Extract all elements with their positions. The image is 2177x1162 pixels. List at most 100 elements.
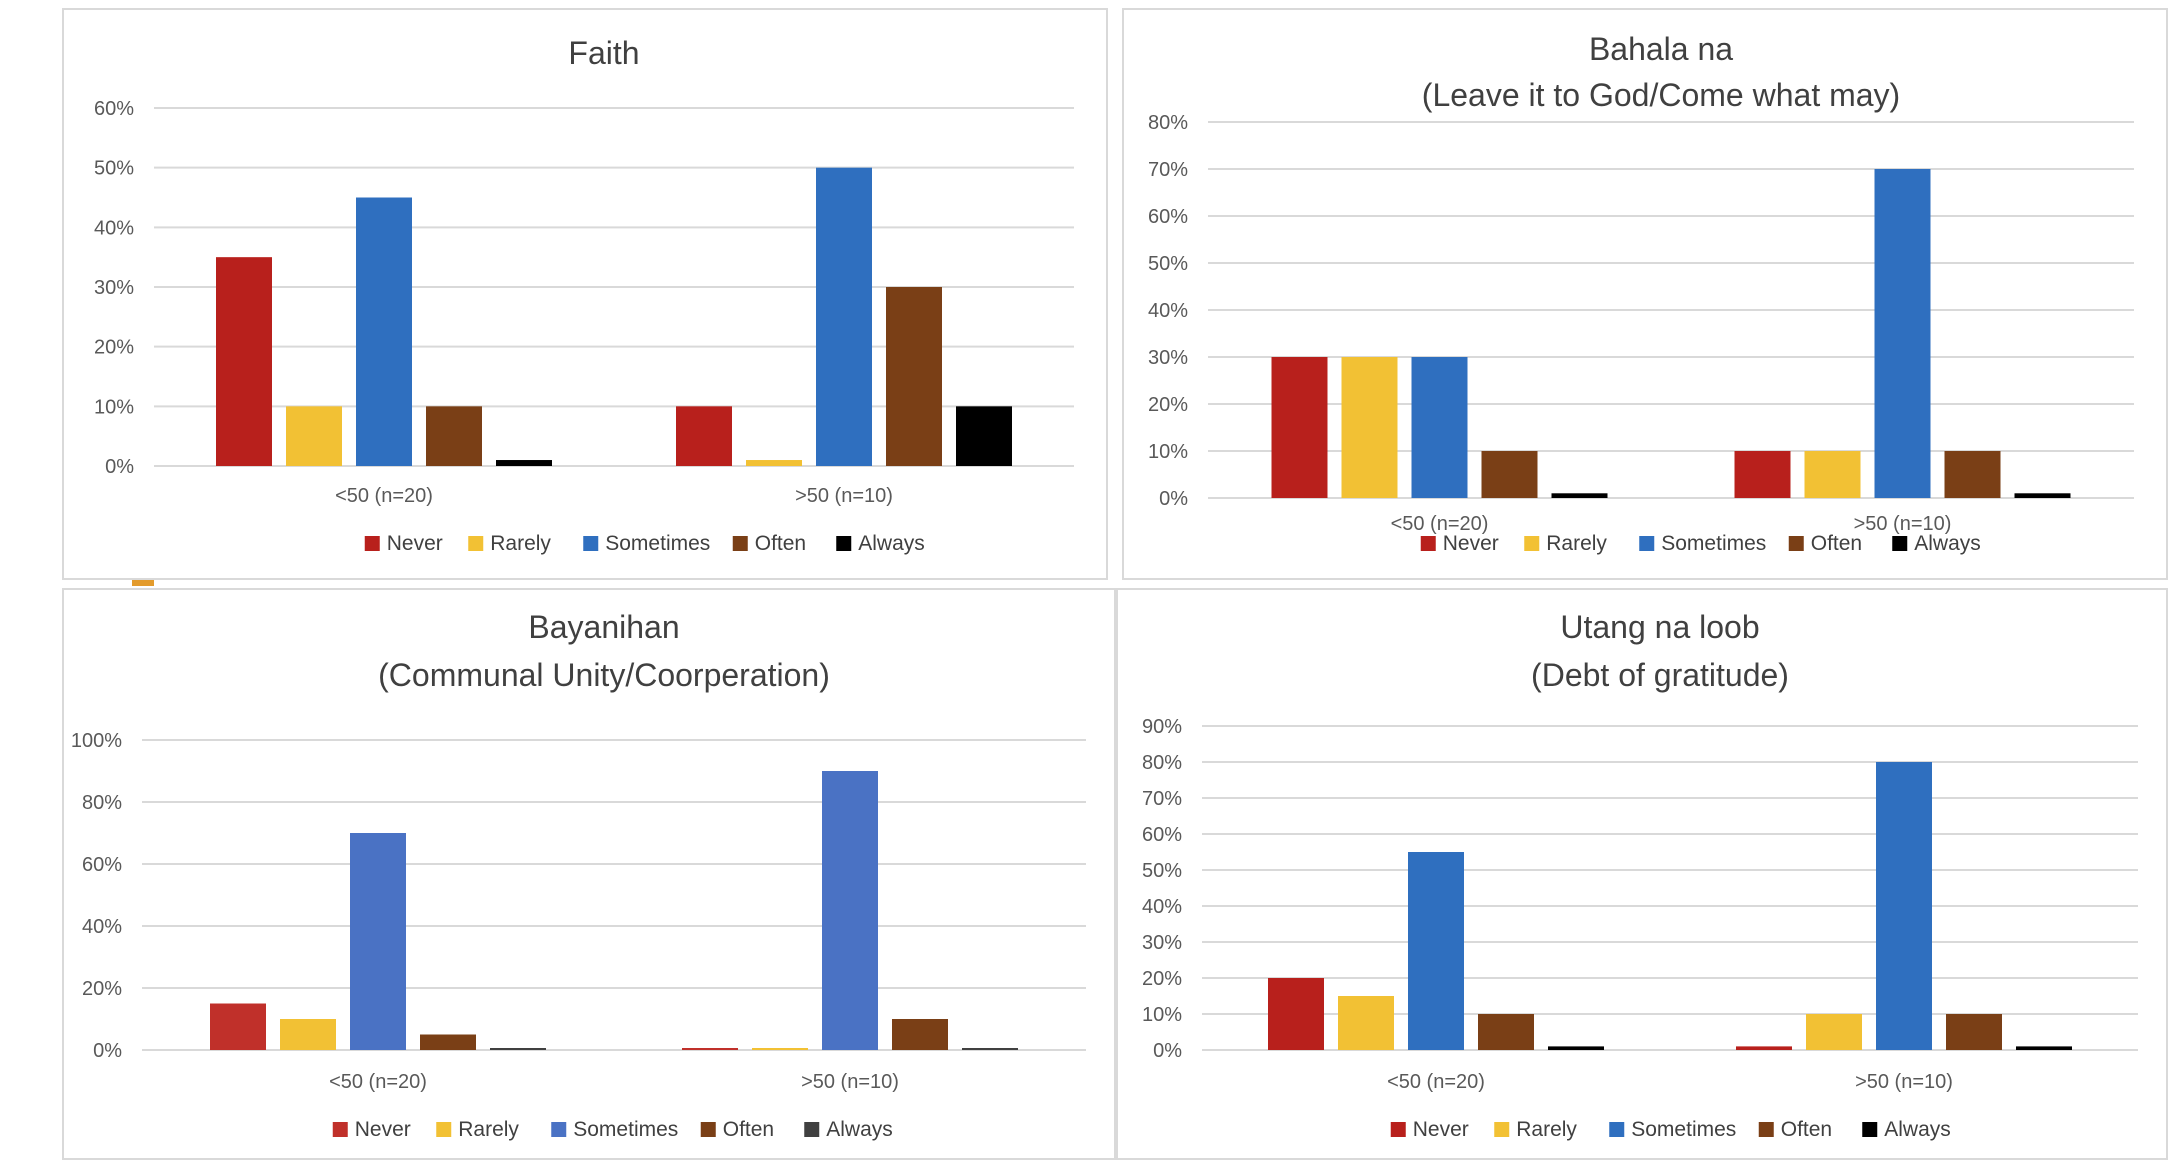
- legend-swatch: [1390, 1122, 1406, 1137]
- legend-swatch: [1788, 536, 1804, 551]
- legend-label: Always: [858, 532, 925, 555]
- faith-chart-panel: Faith 0% 10% 20% 30% 40% 50% 60% <50 (n=20) >50 (…: [62, 8, 1108, 580]
- legend-label: Always: [826, 1118, 893, 1141]
- legend-swatch: [332, 1122, 348, 1137]
- chart-title: Utang na loob: [1560, 609, 1759, 645]
- y-tick-label: 60%: [94, 98, 134, 120]
- y-tick-label: 30%: [1142, 932, 1182, 954]
- bar: [886, 287, 942, 466]
- legend-swatch: [1892, 536, 1908, 551]
- utang-na-loob-chart: Utang na loob (Debt of gratitude) 0% 10% 20%…: [1142, 609, 2138, 1141]
- bar: [420, 1034, 476, 1050]
- legend-label: Rarely: [458, 1118, 519, 1141]
- bar: [752, 1048, 808, 1050]
- y-tick-label: 90%: [1142, 716, 1182, 738]
- bar: [286, 406, 342, 466]
- y-tick-label: 0%: [105, 456, 134, 478]
- bar: [956, 406, 1012, 466]
- y-tick-label: 20%: [82, 978, 122, 1000]
- legend-label: Never: [355, 1118, 411, 1141]
- bar: [1548, 1046, 1604, 1050]
- legend-label: Sometimes: [573, 1118, 678, 1141]
- legend-swatch: [1758, 1122, 1774, 1137]
- y-tick-label: 70%: [1148, 159, 1188, 181]
- x-category-label: <50 (n=20): [1387, 1071, 1485, 1093]
- bar: [1338, 996, 1394, 1050]
- legend-swatch: [732, 536, 748, 551]
- chart-title: (Leave it to God/Come what may): [1422, 77, 1900, 113]
- bar: [2016, 1046, 2072, 1050]
- legend-label: Rarely: [1516, 1118, 1577, 1141]
- x-category-label: >50 (n=10): [1854, 513, 1952, 535]
- bar: [1806, 1014, 1862, 1050]
- legend-swatch: [468, 536, 484, 551]
- bar: [490, 1048, 546, 1050]
- legend-swatch: [700, 1122, 716, 1137]
- chart-title: (Communal Unity/Coorperation): [378, 657, 830, 693]
- y-tick-label: 80%: [1142, 752, 1182, 774]
- y-tick-label: 0%: [1159, 488, 1188, 510]
- bar: [496, 460, 552, 466]
- chart-title: Bahala na: [1589, 31, 1733, 67]
- bar: [280, 1019, 336, 1050]
- legend-swatch: [1524, 536, 1540, 551]
- legend-label: Sometimes: [1661, 532, 1766, 555]
- legend-label: Never: [387, 532, 443, 555]
- y-tick-label: 40%: [1142, 896, 1182, 918]
- legend-swatch: [1862, 1122, 1878, 1137]
- bar: [2014, 493, 2071, 498]
- bar: [892, 1019, 948, 1050]
- bayanihan-chart-panel: Bayanihan (Communal Unity/Coorperation) 0%…: [62, 588, 1116, 1160]
- legend-label: Never: [1413, 1118, 1469, 1141]
- x-category-label: >50 (n=10): [801, 1071, 899, 1093]
- chart-title: (Debt of gratitude): [1531, 657, 1789, 693]
- bar: [682, 1048, 738, 1050]
- bar: [1804, 451, 1861, 498]
- bar: [1946, 1014, 2002, 1050]
- legend-label: Often: [1781, 1118, 1832, 1141]
- utang-na-loob-chart-panel: Utang na loob (Debt of gratitude) 0% 10% 20%…: [1116, 588, 2168, 1160]
- bar: [822, 771, 878, 1050]
- bar: [356, 197, 412, 466]
- x-category-label: >50 (n=10): [795, 485, 893, 507]
- y-tick-label: 70%: [1142, 788, 1182, 810]
- legend-label: Sometimes: [605, 532, 710, 555]
- legend-label: Rarely: [490, 532, 551, 555]
- chart-title: Faith: [568, 35, 639, 71]
- bar: [1341, 357, 1398, 498]
- legend-label: Often: [1811, 532, 1862, 555]
- bar: [1944, 451, 2001, 498]
- faith-chart: Faith 0% 10% 20% 30% 40% 50% 60% <50 (n=20) >50 (…: [94, 35, 1074, 555]
- y-tick-label: 20%: [1142, 968, 1182, 990]
- bar: [350, 833, 406, 1050]
- bar: [676, 406, 732, 466]
- legend-swatch: [1494, 1122, 1510, 1137]
- y-tick-label: 60%: [82, 854, 122, 876]
- bayanihan-chart: Bayanihan (Communal Unity/Coorperation) 0%…: [71, 609, 1086, 1141]
- legend-swatch: [1639, 536, 1655, 551]
- legend-swatch: [1420, 536, 1436, 551]
- y-tick-label: 50%: [1142, 860, 1182, 882]
- y-tick-label: 40%: [94, 217, 134, 239]
- x-category-label: <50 (n=20): [1391, 513, 1489, 535]
- y-tick-label: 40%: [82, 916, 122, 938]
- y-tick-label: 60%: [1142, 824, 1182, 846]
- legend-swatch: [804, 1122, 820, 1137]
- bar: [210, 1003, 266, 1050]
- legend-label: Sometimes: [1631, 1118, 1736, 1141]
- chart-legend: Never Rarely Sometimes Often Always: [1420, 532, 1981, 555]
- y-tick-label: 20%: [1148, 394, 1188, 416]
- bar: [216, 257, 272, 466]
- bar: [1481, 451, 1538, 498]
- y-tick-label: 50%: [94, 158, 134, 180]
- y-tick-label: 60%: [1148, 206, 1188, 228]
- legend-label: Rarely: [1546, 532, 1607, 555]
- y-tick-label: 50%: [1148, 253, 1188, 275]
- y-tick-label: 10%: [1142, 1004, 1182, 1026]
- y-tick-label: 0%: [1153, 1040, 1182, 1062]
- legend-label: Always: [1914, 532, 1981, 555]
- chart-legend: Never Rarely Sometimes Often Always: [332, 1118, 893, 1141]
- y-tick-label: 30%: [1148, 347, 1188, 369]
- bar: [816, 167, 872, 466]
- stray-color-mark: [132, 580, 154, 586]
